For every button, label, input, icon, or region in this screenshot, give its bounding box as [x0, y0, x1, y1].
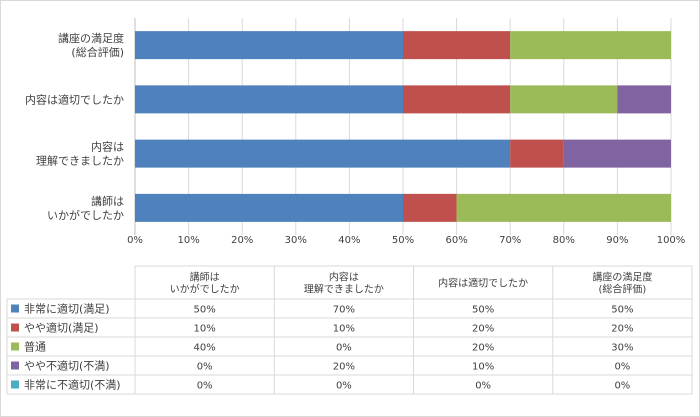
bar-segment [403, 193, 457, 222]
bar-segment [510, 31, 671, 60]
table-column-header: いかがでしたか [170, 283, 240, 296]
x-tick-label: 100% [657, 235, 686, 246]
table-column-header: 内容は適切でしたか [438, 277, 528, 290]
bar-segment [456, 193, 671, 222]
table-cell: 0% [475, 381, 491, 392]
legend-key [11, 342, 19, 351]
table-cell: 20% [472, 324, 494, 335]
table-column-header: 講師は [190, 271, 220, 284]
table-cell: 0% [197, 362, 213, 373]
table-column-header: 内容は [329, 271, 359, 284]
y-category-label: 講座の満足度 [58, 31, 124, 45]
legend-key [11, 380, 19, 389]
table-cell: 0% [614, 381, 630, 392]
bar-segment [510, 139, 564, 168]
bar-segment [563, 139, 671, 168]
legend-key [11, 361, 19, 370]
table-cell: 50% [611, 305, 633, 316]
series-name: やや不適切(不満) [24, 359, 110, 373]
legend-key [11, 304, 19, 313]
bar-segment [135, 85, 403, 114]
series-name: やや適切(満足) [24, 321, 99, 335]
table-cell: 20% [611, 324, 633, 335]
x-tick-label: 30% [285, 235, 307, 246]
table-cell: 0% [197, 381, 213, 392]
bar-segment [403, 85, 511, 114]
bar-segment [135, 31, 403, 60]
table-cell: 20% [333, 362, 355, 373]
x-tick-label: 20% [231, 235, 253, 246]
y-category-label: いかがでしたか [47, 208, 124, 222]
series-name: 非常に不適切(不満) [24, 378, 121, 392]
y-category-label: 理解できましたか [36, 154, 124, 168]
table-column-header: 講座の満足度 [592, 271, 652, 284]
bar-segment [510, 85, 618, 114]
table-cell: 20% [472, 343, 494, 354]
table-cell: 10% [472, 362, 494, 373]
bar-segment [135, 139, 511, 168]
table-cell: 0% [614, 362, 630, 373]
y-category-label: 内容は適切でしたか [25, 92, 124, 106]
table-cell: 0% [336, 343, 352, 354]
table-cell: 50% [472, 305, 494, 316]
bar-segment [617, 85, 671, 114]
table-cell: 70% [333, 305, 355, 316]
legend-key [11, 323, 19, 332]
x-tick-label: 90% [606, 235, 628, 246]
bar-segment [135, 193, 403, 222]
table-cell: 10% [333, 324, 355, 335]
table-column-header: (総合評価) [598, 283, 646, 296]
table-cell: 30% [611, 343, 633, 354]
bar-segment [403, 31, 511, 60]
table-cell: 10% [194, 324, 216, 335]
table-column-header: 理解できましたか [304, 283, 384, 296]
x-tick-label: 0% [127, 235, 143, 246]
x-tick-label: 40% [338, 235, 360, 246]
x-tick-label: 70% [499, 235, 521, 246]
x-tick-label: 60% [445, 235, 467, 246]
y-category-label: (総合評価) [71, 45, 124, 59]
table-cell: 40% [194, 343, 216, 354]
x-tick-label: 50% [392, 235, 414, 246]
table-cell: 0% [336, 381, 352, 392]
series-name: 普通 [24, 340, 46, 354]
x-tick-label: 80% [553, 235, 575, 246]
series-name: 非常に適切(満足) [24, 302, 110, 316]
table-cell: 50% [194, 305, 216, 316]
y-category-label: 講師は [91, 194, 124, 208]
y-category-label: 内容は [91, 140, 124, 154]
x-tick-label: 10% [177, 235, 199, 246]
